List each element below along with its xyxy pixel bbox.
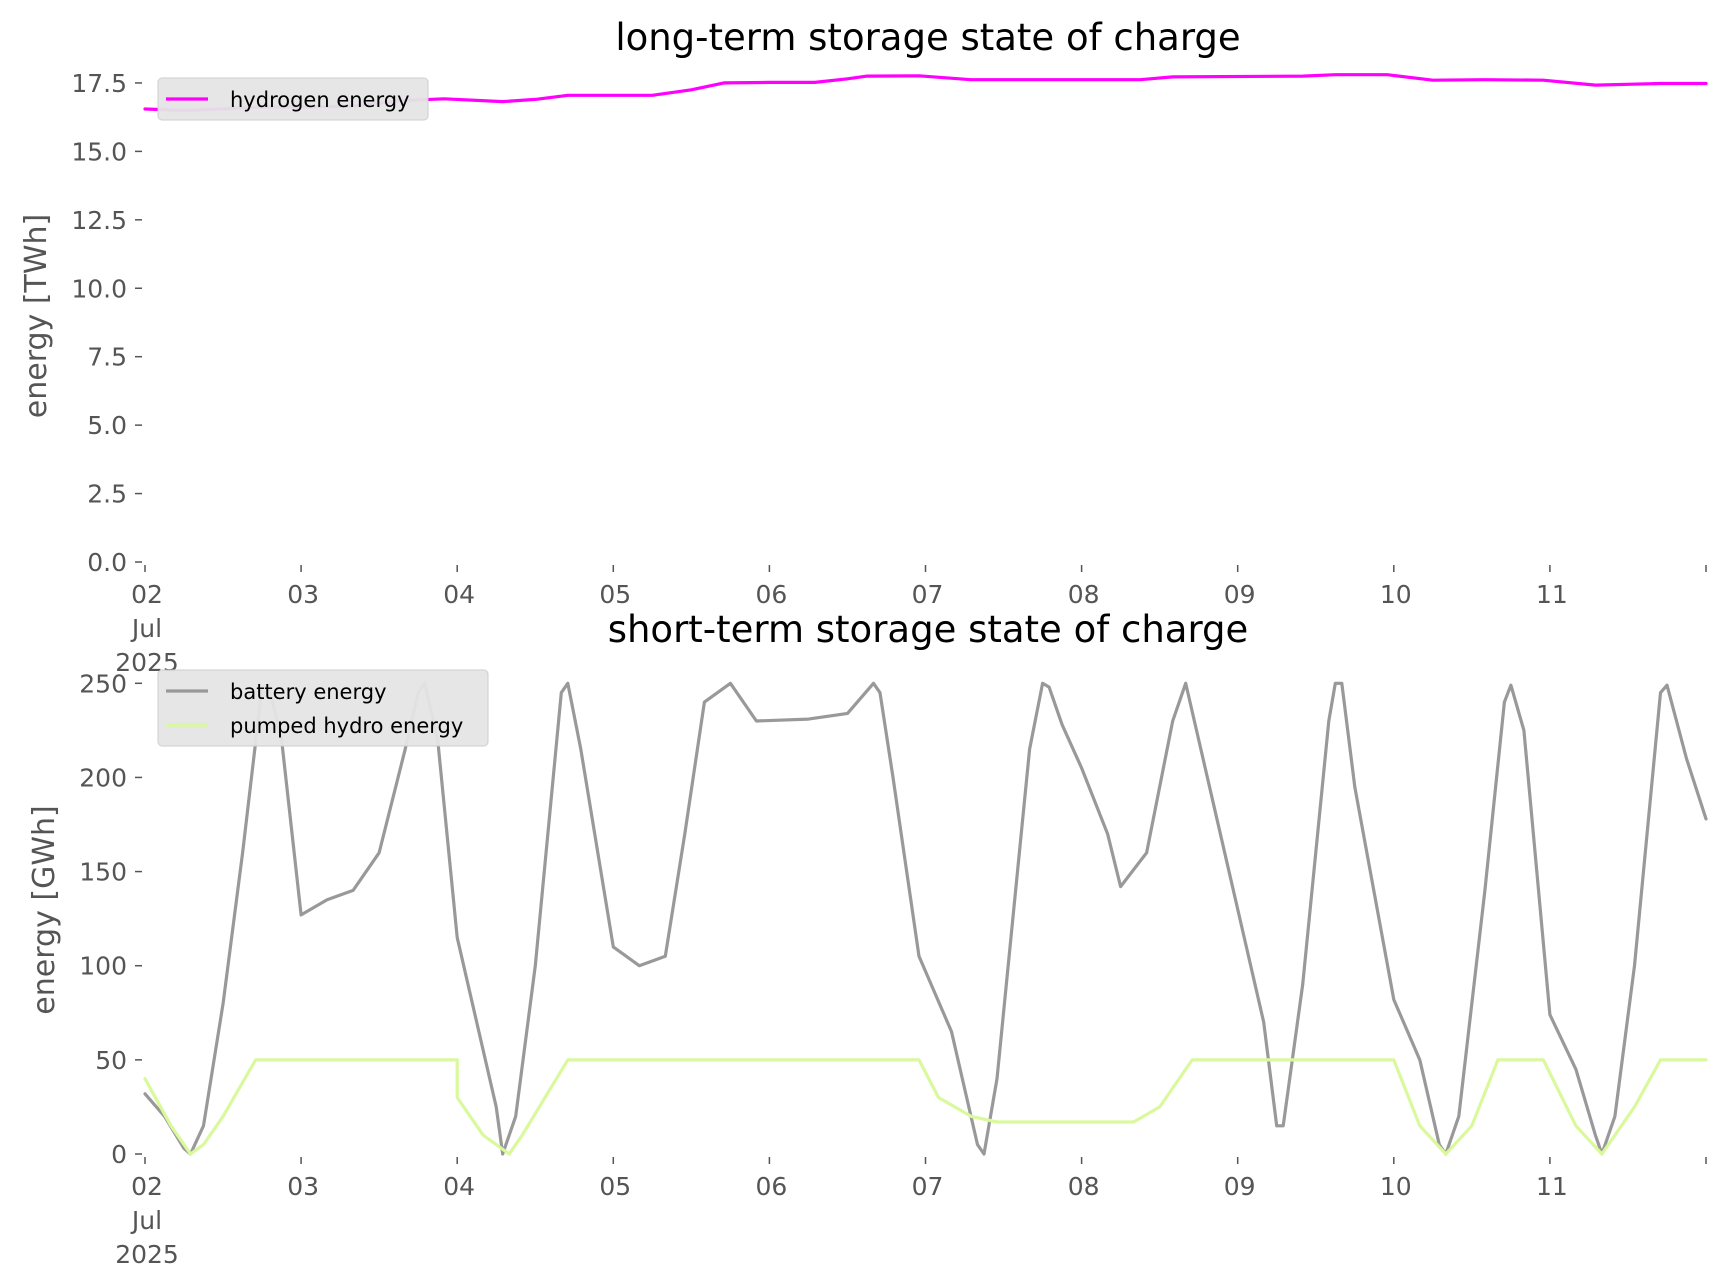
- legend: hydrogen energy: [157, 77, 429, 121]
- x-tick-label: 04: [443, 1172, 475, 1201]
- legend-label: pumped hydro energy: [230, 714, 463, 738]
- y-tick-label: 150: [79, 858, 127, 887]
- short-term-storage-panel: short-term storage state of charge energ…: [27, 608, 1708, 1269]
- y-ticks: 0 50 100 150 200 250: [79, 669, 142, 1169]
- x-ticks: 02 Jul 2025 03 04 05 06 07 08 09 10 11: [115, 1157, 1707, 1269]
- legend-box: [157, 669, 489, 747]
- x-tick-label: 06: [755, 580, 787, 609]
- x-tick-label: 07: [912, 1172, 944, 1201]
- x-tick-label: 10: [1380, 580, 1412, 609]
- chart-title: long-term storage state of charge: [615, 16, 1240, 59]
- series-lines: [143, 681, 1708, 1156]
- x-tick-label: 07: [912, 580, 944, 609]
- x-tick-label: 08: [1068, 580, 1100, 609]
- x-tick-label: 05: [599, 1172, 631, 1201]
- x-tick-label: 02: [131, 1172, 163, 1201]
- legend-label: hydrogen energy: [230, 88, 410, 112]
- legend: battery energy pumped hydro energy: [157, 669, 489, 747]
- y-tick-label: 250: [79, 669, 127, 698]
- y-tick-label: 17.5: [71, 69, 127, 98]
- x-tick-label: 09: [1224, 1172, 1256, 1201]
- x-tick-label: 2025: [115, 1240, 179, 1269]
- y-tick-label: 15.0: [71, 137, 127, 166]
- x-tick-label: 11: [1536, 580, 1568, 609]
- x-tick-label: 11: [1536, 1172, 1568, 1201]
- y-tick-label: 100: [79, 952, 127, 981]
- y-axis-label: energy [GWh]: [27, 805, 62, 1014]
- chart-title: short-term storage state of charge: [608, 608, 1249, 651]
- y-tick-label: 10.0: [71, 274, 127, 303]
- y-tick-label: 2.5: [87, 480, 127, 509]
- y-tick-label: 7.5: [87, 343, 127, 372]
- x-tick-label: 02: [131, 580, 163, 609]
- x-tick-label: 10: [1380, 1172, 1412, 1201]
- x-tick-label: 03: [287, 1172, 319, 1201]
- y-axis-label: energy [TWh]: [19, 214, 54, 418]
- x-tick-label: 04: [443, 580, 475, 609]
- series-line-pumped-hydro-energy: [143, 1058, 1708, 1156]
- x-tick-label: 03: [287, 580, 319, 609]
- y-tick-label: 5.0: [87, 411, 127, 440]
- x-tick-label: 05: [599, 580, 631, 609]
- y-tick-label: 50: [95, 1046, 127, 1075]
- y-ticks: 0.0 2.5 5.0 7.5 10.0 12.5 15.0 17.5: [71, 69, 142, 577]
- y-tick-label: 0: [111, 1140, 127, 1169]
- y-tick-label: 0.0: [87, 548, 127, 577]
- legend-label: battery energy: [230, 680, 387, 704]
- y-tick-label: 12.5: [71, 206, 127, 235]
- x-tick-label: Jul: [130, 614, 162, 643]
- x-tick-label: 09: [1224, 580, 1256, 609]
- x-tick-label: 08: [1068, 1172, 1100, 1201]
- x-tick-label: 06: [755, 1172, 787, 1201]
- legend-box: [157, 77, 429, 121]
- x-tick-label: Jul: [130, 1206, 162, 1235]
- series-line-battery-energy: [143, 681, 1708, 1156]
- y-tick-label: 200: [79, 763, 127, 792]
- long-term-storage-panel: long-term storage state of charge energy…: [19, 16, 1708, 677]
